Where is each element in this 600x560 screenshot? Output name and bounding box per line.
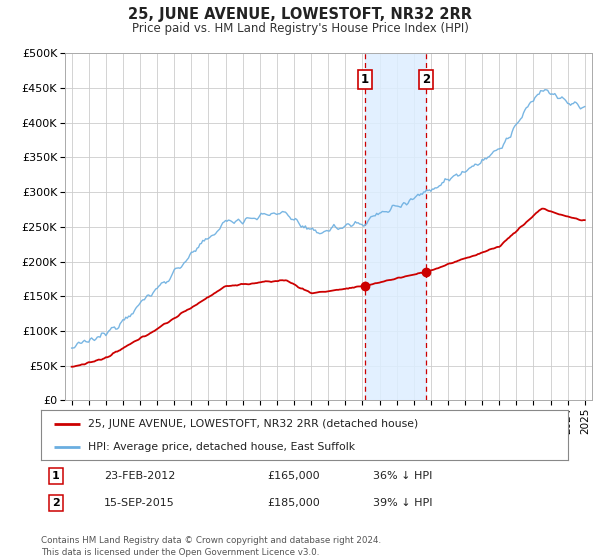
Text: £165,000: £165,000 [268,471,320,481]
Text: 25, JUNE AVENUE, LOWESTOFT, NR32 2RR: 25, JUNE AVENUE, LOWESTOFT, NR32 2RR [128,7,472,22]
Bar [365,53,426,400]
Text: HPI: Average price, detached house, East Suffolk: HPI: Average price, detached house, East… [88,442,355,452]
Text: 2: 2 [422,73,430,86]
Text: 2: 2 [52,498,59,508]
Text: 15-SEP-2015: 15-SEP-2015 [104,498,175,508]
Text: 1: 1 [52,471,59,481]
Text: 25, JUNE AVENUE, LOWESTOFT, NR32 2RR (detached house): 25, JUNE AVENUE, LOWESTOFT, NR32 2RR (de… [88,418,418,428]
Text: 39% ↓ HPI: 39% ↓ HPI [373,498,432,508]
Text: £185,000: £185,000 [268,498,320,508]
Text: 36% ↓ HPI: 36% ↓ HPI [373,471,432,481]
Text: Price paid vs. HM Land Registry's House Price Index (HPI): Price paid vs. HM Land Registry's House … [131,22,469,35]
Text: 1: 1 [361,73,369,86]
Text: 23-FEB-2012: 23-FEB-2012 [104,471,175,481]
Text: Contains HM Land Registry data © Crown copyright and database right 2024.
This d: Contains HM Land Registry data © Crown c… [41,536,381,557]
